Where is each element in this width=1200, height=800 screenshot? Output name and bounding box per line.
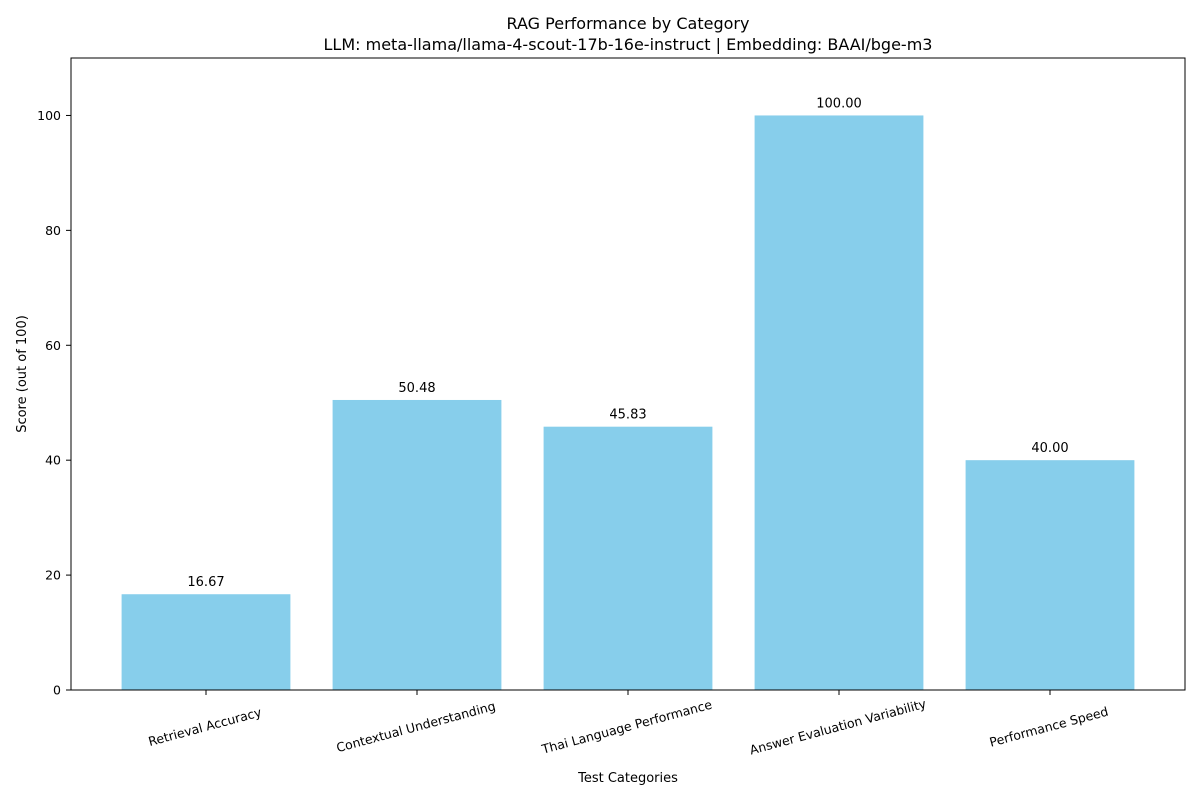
- y-tick-label: 40: [45, 453, 61, 468]
- value-labels-group: 16.67 50.48 45.83 100.00 40.00: [187, 96, 1068, 590]
- y-tick-label: 60: [45, 338, 61, 353]
- bars-group: [121, 115, 1135, 691]
- bar-value-label: 45.83: [609, 408, 646, 423]
- bar-value-label: 40.00: [1031, 441, 1068, 456]
- y-tick-label: 100: [37, 108, 61, 123]
- chart-subtitle: LLM: meta-llama/llama-4-scout-17b-16e-in…: [324, 35, 933, 54]
- bar: [543, 426, 713, 690]
- y-tick-label: 0: [53, 683, 61, 698]
- x-axis-ticks: Retrieval Accuracy Contextual Understandi…: [147, 690, 1110, 757]
- bar-value-label: 50.48: [398, 381, 435, 396]
- y-tick-label: 80: [45, 223, 61, 238]
- bar: [332, 399, 502, 690]
- bar-value-label: 100.00: [816, 96, 862, 111]
- x-tick-label: Performance Speed: [988, 704, 1110, 750]
- plot-frame: [70, 57, 1186, 691]
- y-axis-label: Score (out of 100): [15, 315, 30, 433]
- bar: [121, 594, 291, 690]
- bar: [965, 460, 1135, 690]
- y-tick-label: 20: [45, 568, 61, 583]
- bar-value-label: 16.67: [187, 575, 224, 590]
- chart-title: RAG Performance by Category: [507, 14, 750, 33]
- x-tick-label: Contextual Understanding: [335, 698, 497, 755]
- x-tick-label: Retrieval Accuracy: [147, 704, 264, 749]
- x-tick-label: Thai Language Performance: [539, 697, 714, 757]
- x-axis-label: Test Categories: [577, 771, 678, 786]
- bar: [754, 115, 924, 691]
- x-tick-label: Answer Evaluation Variability: [748, 696, 928, 758]
- y-axis-ticks: 0 20 40 60 80 100: [37, 108, 71, 698]
